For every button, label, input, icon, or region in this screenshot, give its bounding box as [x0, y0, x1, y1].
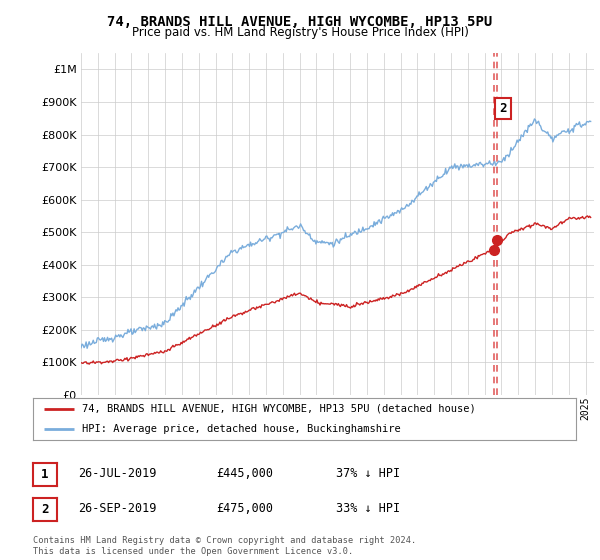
- Text: 26-JUL-2019: 26-JUL-2019: [78, 466, 157, 480]
- Text: Price paid vs. HM Land Registry's House Price Index (HPI): Price paid vs. HM Land Registry's House …: [131, 26, 469, 39]
- Text: Contains HM Land Registry data © Crown copyright and database right 2024.
This d: Contains HM Land Registry data © Crown c…: [33, 536, 416, 556]
- Text: 2: 2: [41, 503, 49, 516]
- Text: 26-SEP-2019: 26-SEP-2019: [78, 502, 157, 515]
- Text: 74, BRANDS HILL AVENUE, HIGH WYCOMBE, HP13 5PU (detached house): 74, BRANDS HILL AVENUE, HIGH WYCOMBE, HP…: [82, 404, 476, 414]
- Text: 33% ↓ HPI: 33% ↓ HPI: [336, 502, 400, 515]
- Text: £475,000: £475,000: [216, 502, 273, 515]
- Text: £445,000: £445,000: [216, 466, 273, 480]
- Text: HPI: Average price, detached house, Buckinghamshire: HPI: Average price, detached house, Buck…: [82, 424, 401, 434]
- Text: 2: 2: [499, 102, 507, 115]
- Text: 1: 1: [41, 468, 49, 481]
- Text: 74, BRANDS HILL AVENUE, HIGH WYCOMBE, HP13 5PU: 74, BRANDS HILL AVENUE, HIGH WYCOMBE, HP…: [107, 15, 493, 29]
- Text: 37% ↓ HPI: 37% ↓ HPI: [336, 466, 400, 480]
